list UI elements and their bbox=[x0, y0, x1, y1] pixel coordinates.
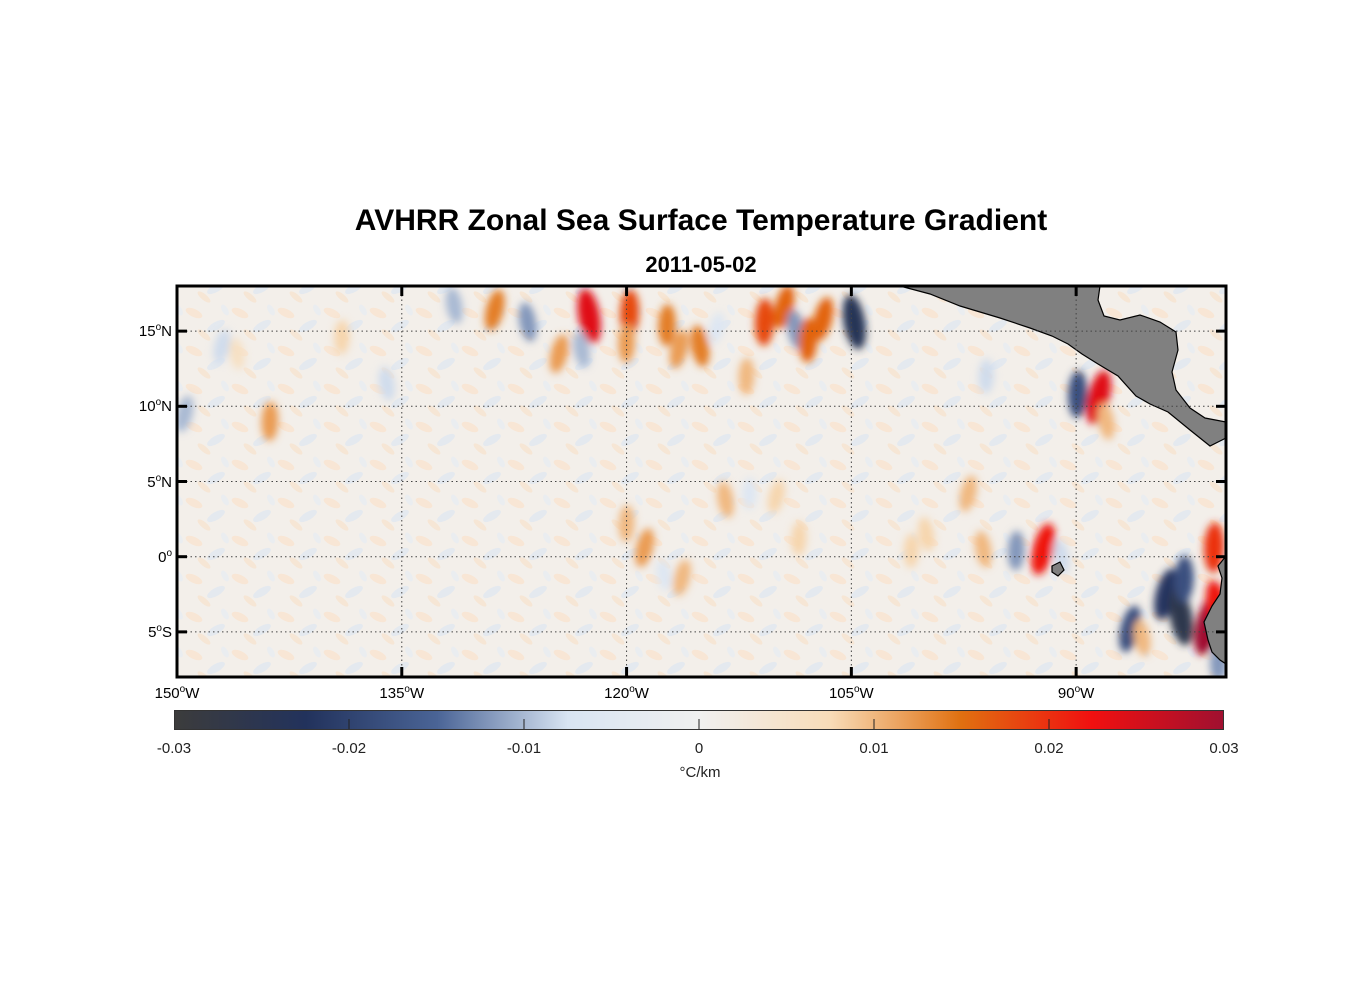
colorbar-unit: °C/km bbox=[679, 764, 721, 781]
gradient-feature bbox=[635, 528, 655, 567]
gradient-feature bbox=[213, 329, 231, 363]
gradient-feature bbox=[618, 323, 635, 363]
gradient-feature bbox=[177, 395, 194, 432]
gradient-feature bbox=[1168, 588, 1194, 646]
lat-tick-label: 5oS bbox=[148, 622, 172, 641]
gradient-feature bbox=[708, 312, 725, 344]
gradient-feature bbox=[716, 481, 734, 518]
gradient-feature bbox=[903, 533, 919, 568]
chart-title: AVHRR Zonal Sea Surface Temperature Grad… bbox=[354, 204, 1048, 237]
lat-tick-label: 5oN bbox=[147, 472, 172, 491]
gradient-feature bbox=[842, 294, 867, 350]
gradient-feature bbox=[658, 304, 676, 347]
lat-tick-label: 10oN bbox=[138, 397, 172, 416]
gradient-feature bbox=[1203, 522, 1225, 573]
gradient-feature bbox=[1007, 530, 1025, 571]
gradient-feature bbox=[261, 401, 279, 442]
gradient-feature bbox=[812, 297, 834, 341]
land-mass bbox=[899, 286, 1226, 665]
gradient-feature bbox=[229, 337, 245, 370]
central-america-land bbox=[899, 286, 1226, 447]
galapagos-island bbox=[1051, 561, 1065, 577]
gradient-feature bbox=[767, 479, 785, 514]
colorbar-tick-label: 0.03 bbox=[1209, 740, 1239, 757]
gradient-feature bbox=[656, 559, 672, 591]
gradient-feature bbox=[445, 287, 463, 324]
gradient-feature bbox=[959, 475, 978, 512]
colorbar-tick-label: 0 bbox=[694, 740, 704, 757]
gradient-feature bbox=[577, 288, 601, 344]
south-america-land bbox=[1203, 555, 1226, 665]
colorbar-tick-label: -0.01 bbox=[506, 740, 542, 757]
gradient-feature bbox=[378, 366, 395, 401]
gradient-feature bbox=[738, 357, 755, 395]
gradient-feature bbox=[1133, 619, 1151, 657]
colorbar-tick-label: 0.01 bbox=[859, 740, 889, 757]
colorbar-tick-label: 0.02 bbox=[1034, 740, 1064, 757]
colorbar-tick-label: -0.03 bbox=[156, 740, 192, 757]
gradient-feature bbox=[918, 517, 935, 552]
lon-tick-label: 120oW bbox=[604, 684, 649, 702]
gradient-feature bbox=[742, 477, 757, 510]
colorbar bbox=[174, 710, 1224, 730]
gradient-feature bbox=[791, 521, 807, 556]
lat-tick-label: 0o bbox=[158, 547, 172, 566]
lon-tick-label: 90oW bbox=[1057, 684, 1095, 702]
gradient-feature bbox=[669, 329, 689, 369]
gradient-feature bbox=[573, 330, 591, 368]
gradient-feature bbox=[518, 302, 537, 342]
gradient-feature bbox=[978, 359, 994, 394]
gradient-feature bbox=[974, 530, 992, 568]
gradient-feature bbox=[549, 334, 569, 373]
chart-subtitle: 2011-05-02 bbox=[645, 252, 757, 277]
gradient-feature bbox=[334, 319, 350, 355]
lat-tick-label: 15oN bbox=[138, 322, 172, 341]
lon-tick-label: 150oW bbox=[154, 684, 200, 702]
gradient-feature bbox=[618, 505, 635, 543]
colorbar-tick-label: -0.02 bbox=[331, 740, 367, 757]
gradient-feature bbox=[484, 289, 505, 331]
gradient-feature bbox=[1097, 403, 1115, 440]
gradient-feature bbox=[1031, 523, 1056, 575]
gradient-feature bbox=[690, 325, 710, 367]
gradient-feature bbox=[673, 559, 691, 596]
gradient-feature bbox=[754, 298, 775, 346]
gradient-feature bbox=[1174, 555, 1194, 603]
lon-tick-label: 135oW bbox=[379, 684, 425, 702]
lon-tick-label: 105oW bbox=[828, 684, 874, 702]
